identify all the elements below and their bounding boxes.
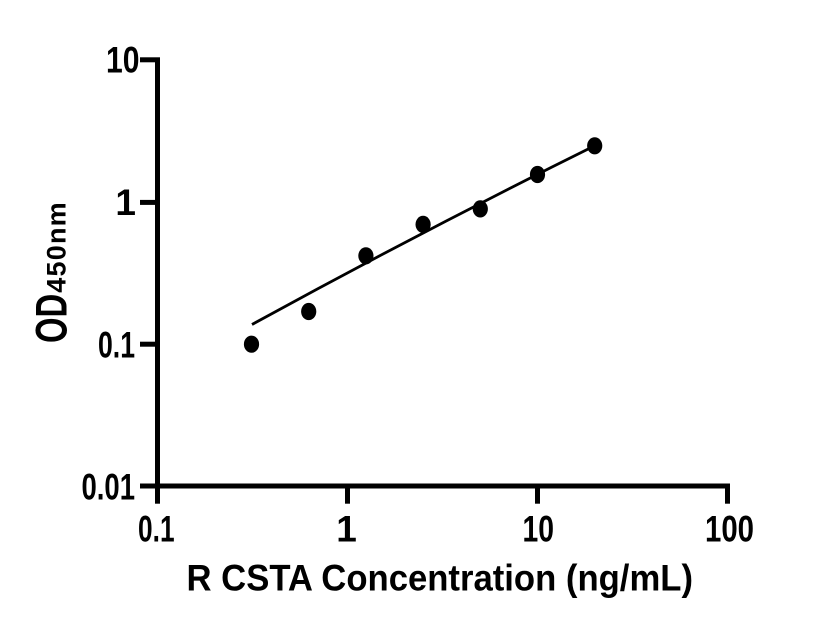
svg-text:OD: OD <box>28 294 77 343</box>
svg-text:1: 1 <box>336 508 357 549</box>
svg-text:1: 1 <box>115 182 136 223</box>
svg-text:R CSTA Concentration (ng/mL): R CSTA Concentration (ng/mL) <box>187 557 694 598</box>
svg-text:0.01: 0.01 <box>82 467 136 508</box>
svg-text:100: 100 <box>705 508 754 549</box>
svg-text:0.1: 0.1 <box>98 325 135 366</box>
svg-text:450nm: 450nm <box>42 202 72 293</box>
svg-text:10: 10 <box>522 508 554 549</box>
svg-text:0.1: 0.1 <box>138 508 175 549</box>
svg-text:10: 10 <box>106 39 140 80</box>
